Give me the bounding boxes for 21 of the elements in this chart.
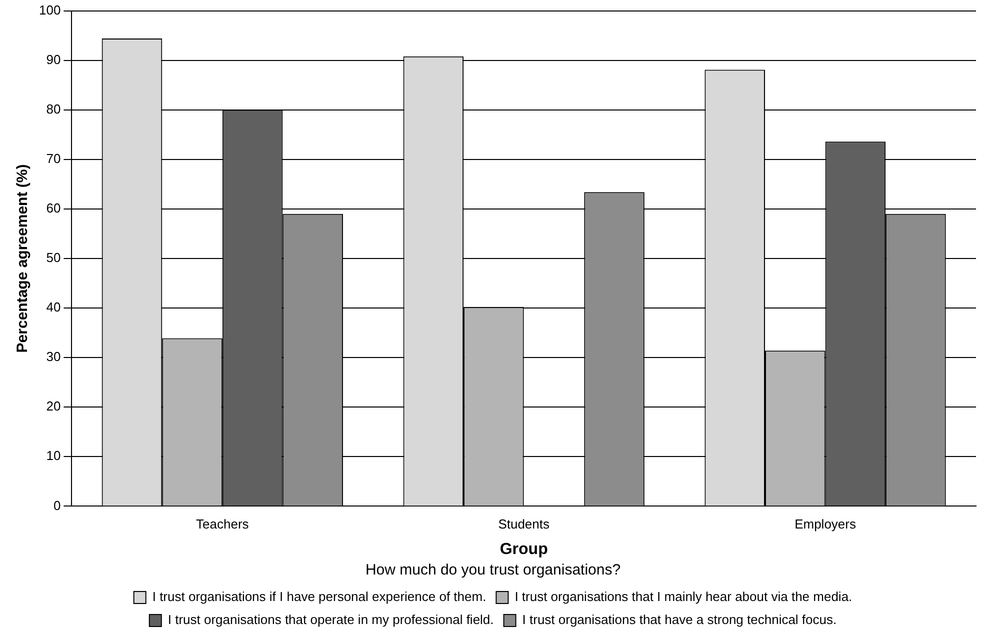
y-tick-label: 90 xyxy=(46,52,61,67)
y-tick-label: 60 xyxy=(46,200,61,216)
y-tick-label: 40 xyxy=(46,300,61,315)
y-tick-label: 50 xyxy=(46,250,61,266)
y-tick-label: 70 xyxy=(46,151,61,166)
y-tick-label: 20 xyxy=(46,398,61,414)
legend-title: How much do you trust organisations? xyxy=(365,562,621,579)
legend-label: I trust organisations if I have personal experience of them. xyxy=(152,589,486,604)
y-axis-title: Percentage agreement (%) xyxy=(14,164,32,353)
y-tick-label: 10 xyxy=(46,448,61,464)
legend-label: I trust organisations that have a strong technical focus. xyxy=(522,612,837,628)
y-tick-label: 100 xyxy=(38,2,61,18)
x-tick-label: Employers xyxy=(794,516,856,532)
x-tick-label: Teachers xyxy=(196,516,250,532)
legend-label: I trust organisations that I mainly hear about via the media. xyxy=(514,589,852,604)
x-axis-title: Group xyxy=(500,540,548,558)
y-tick-label: 30 xyxy=(46,349,61,364)
y-tick-label: 80 xyxy=(46,101,61,116)
y-tick-label: 0 xyxy=(53,498,61,513)
legend-label: I trust organisations that operate in my professional field. xyxy=(168,612,494,628)
x-tick-label: Students xyxy=(498,516,550,532)
